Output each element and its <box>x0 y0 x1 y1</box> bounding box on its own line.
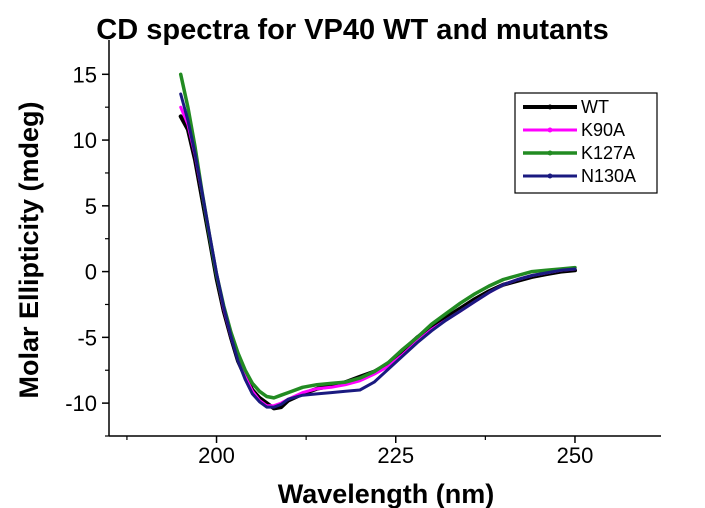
legend: WT K90A K127A N130A <box>514 92 658 194</box>
chart-title: CD spectra for VP40 WT and mutants <box>96 14 609 46</box>
series-line-n130a <box>179 92 577 409</box>
legend-label: K90A <box>581 120 625 140</box>
x-tick-label: 225 <box>377 443 414 468</box>
legend-marker <box>547 173 553 179</box>
y-tick-label: 10 <box>73 128 97 153</box>
y-tick-label: -10 <box>65 391 97 416</box>
x-tick-label: 200 <box>198 443 235 468</box>
y-tick-label: 0 <box>85 260 97 285</box>
y-tick-label: 15 <box>73 62 97 87</box>
ticks: 200 225 250 15 10 5 0 -5 -10 <box>65 62 593 468</box>
legend-label: WT <box>581 97 609 117</box>
y-tick-label: 5 <box>85 194 97 219</box>
legend-marker <box>547 150 553 156</box>
y-axis-title: Molar Ellipticity (mdeg) <box>14 101 44 398</box>
legend-label: K127A <box>581 143 635 163</box>
series-lines <box>178 72 577 411</box>
x-axis-title: Wavelength (nm) <box>278 479 495 508</box>
x-tick-label: 250 <box>557 443 594 468</box>
legend-box <box>514 92 658 194</box>
y-tick-label: -5 <box>77 325 97 350</box>
legend-marker <box>547 127 553 133</box>
legend-label: N130A <box>581 166 636 186</box>
legend-marker <box>547 104 553 110</box>
